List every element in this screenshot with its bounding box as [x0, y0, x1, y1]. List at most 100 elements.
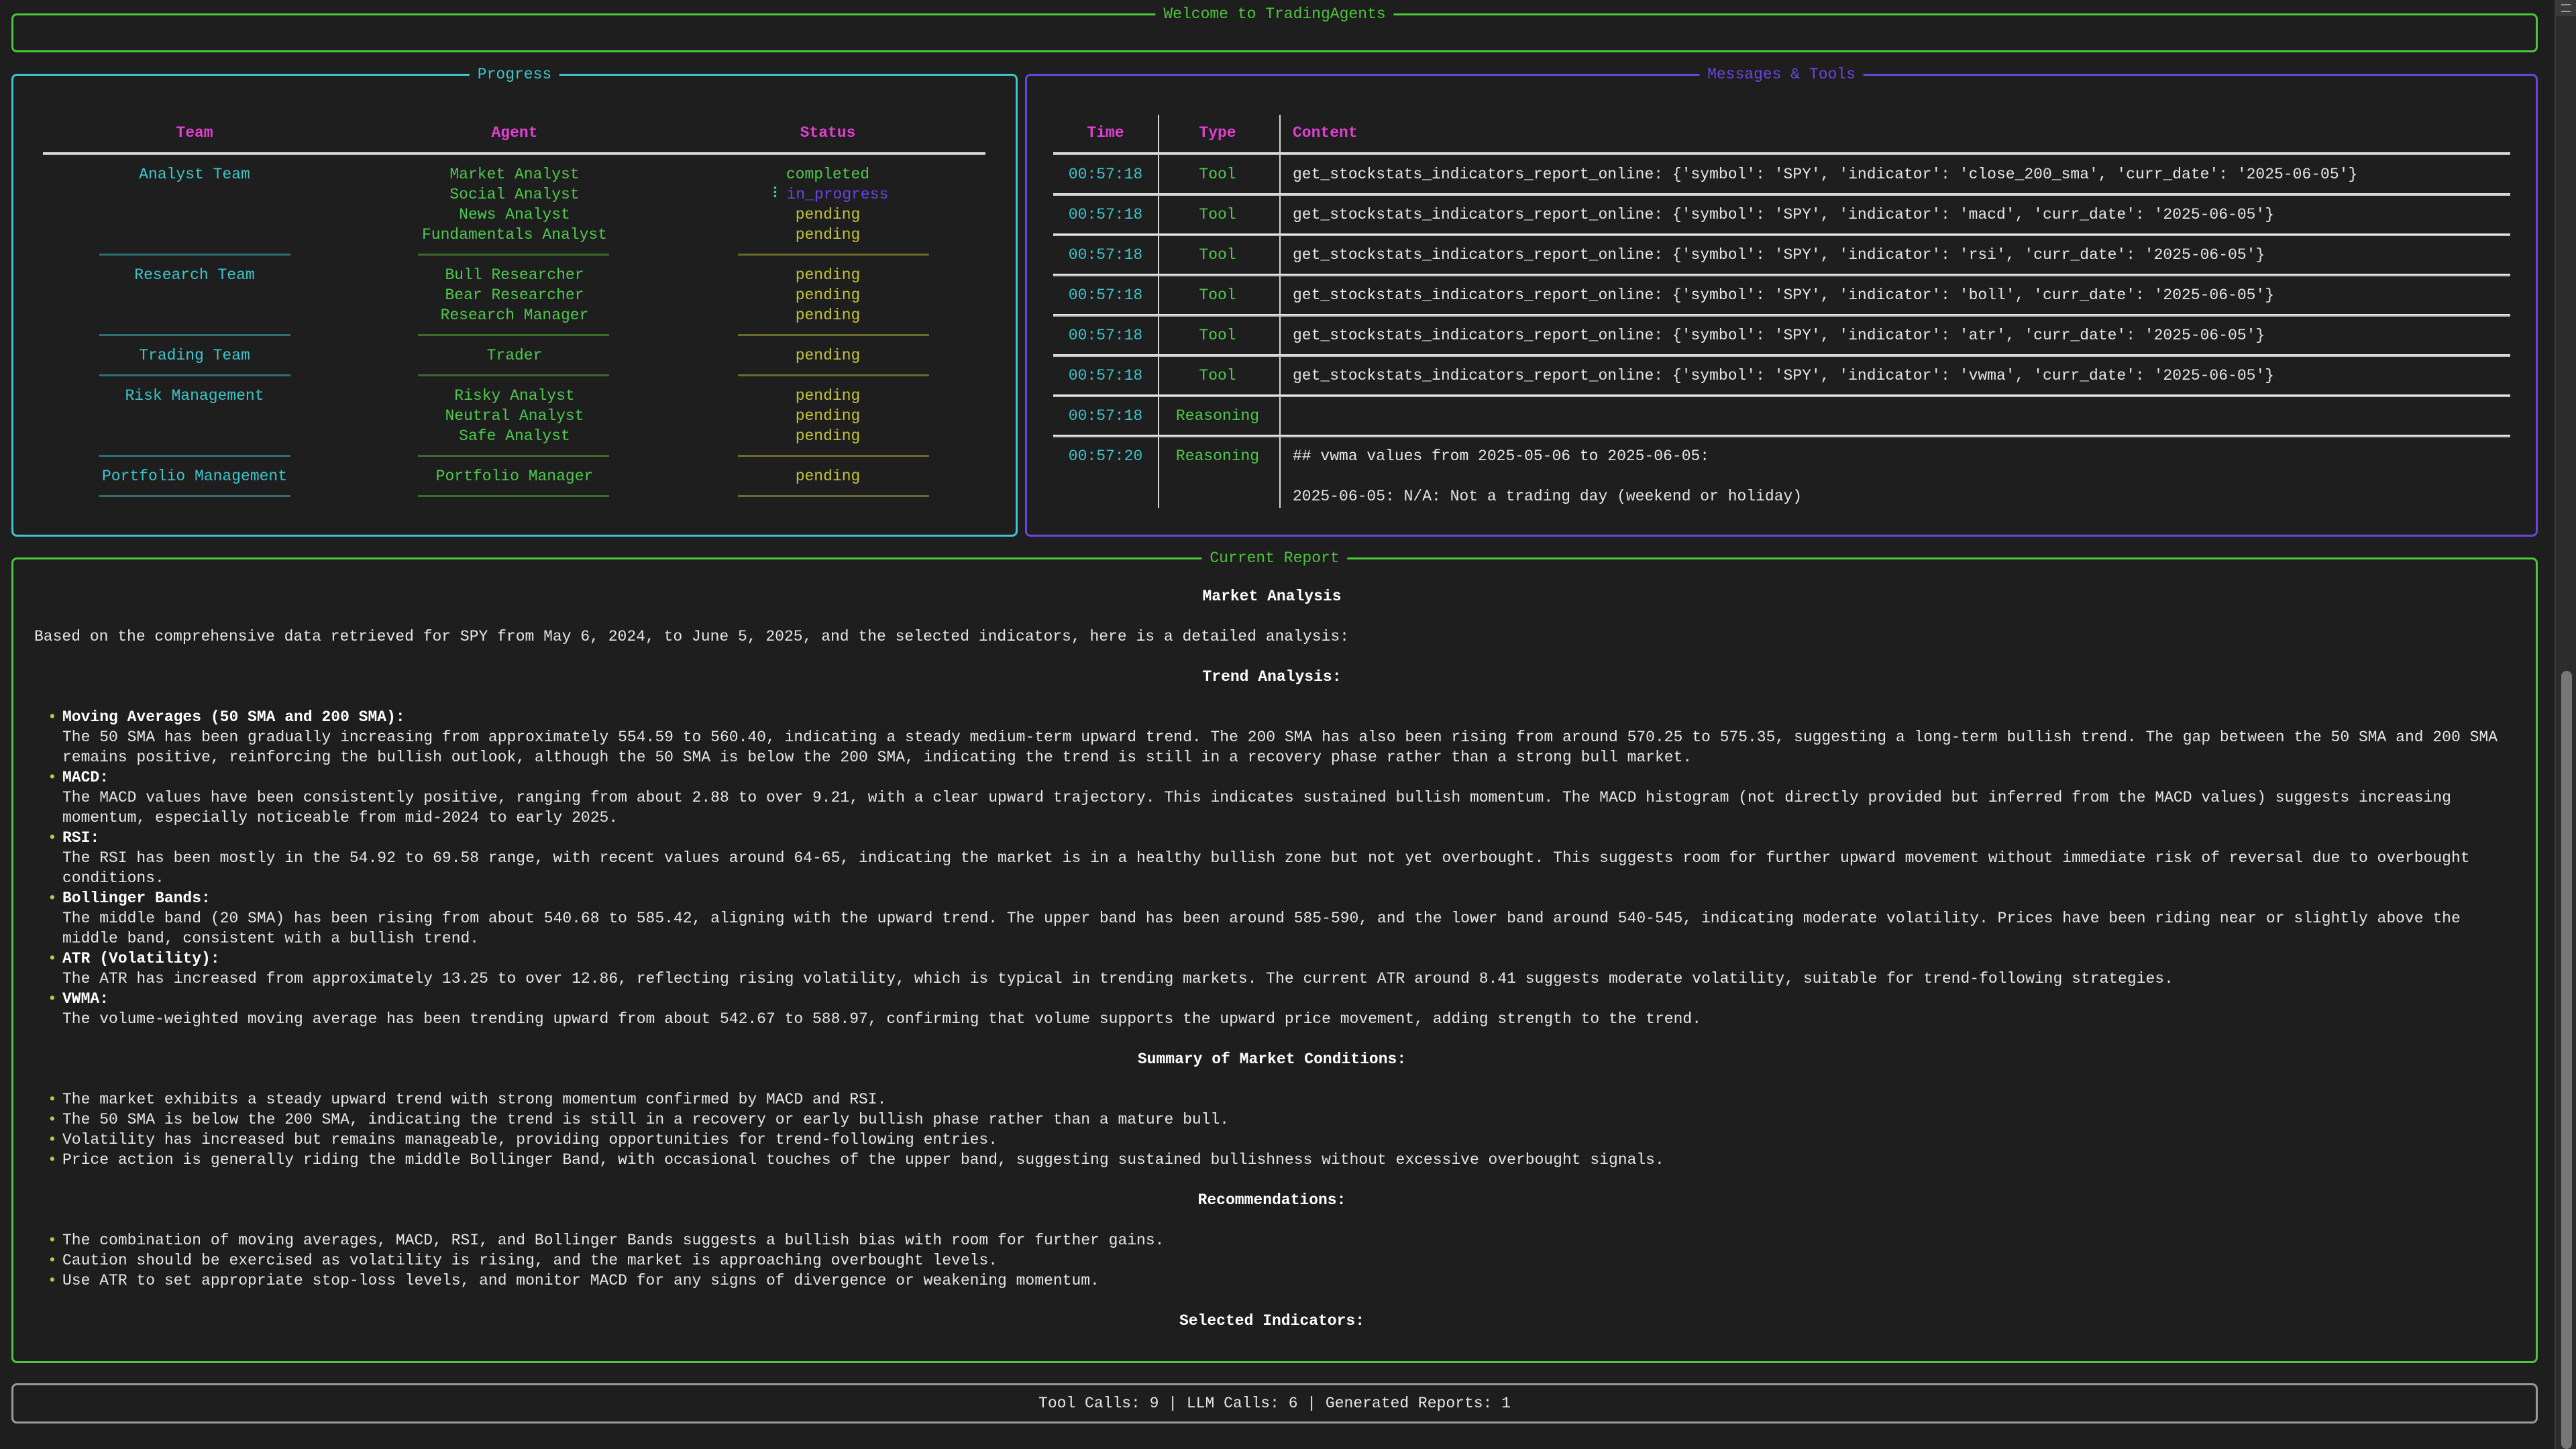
team-separator: [99, 374, 290, 376]
summary-list: • The market exhibits a steady upward tre…: [34, 1089, 2510, 1170]
column-header-type: Type: [1199, 124, 1236, 142]
recommendation-item-text: Caution should be exercised as volatilit…: [62, 1252, 998, 1269]
column-divider: [1279, 115, 1281, 508]
summary-item-text: The 50 SMA is below the 200 SMA, indicat…: [62, 1111, 1230, 1128]
progress-title: Progress: [469, 64, 560, 85]
menu-icon[interactable]: [2556, 0, 2576, 16]
recommendations-list: • The combination of moving averages, MAC…: [34, 1230, 2510, 1291]
agent-status: pending: [796, 466, 861, 486]
team-separator: [99, 455, 290, 457]
summary-item-text: The market exhibits a steady upward tren…: [62, 1091, 887, 1108]
message-type: Tool: [1199, 327, 1236, 344]
agent-status: pending: [796, 305, 861, 325]
footer-stats: Tool Calls: 9 | LLM Calls: 6 | Generated…: [1038, 1395, 1511, 1412]
trend-item-label: MACD:: [62, 769, 109, 786]
message-content: get_stockstats_indicators_report_online:…: [1293, 166, 2358, 183]
agent-separator: [418, 455, 609, 457]
status-separator: [738, 334, 929, 336]
column-header-agent: Agent: [491, 124, 538, 142]
summary-item-text: Price action is generally riding the mid…: [62, 1151, 1664, 1169]
column-header-team: Team: [176, 124, 213, 142]
status-text: pending: [795, 206, 861, 223]
agent-status: completed: [786, 164, 869, 184]
agent-status: ⠸ in_progress: [767, 184, 889, 205]
status-text: pending: [795, 407, 861, 425]
message-time: 00:57:18: [1068, 407, 1143, 425]
bullet-icon: •: [48, 990, 57, 1008]
team-name: Research Team: [134, 266, 255, 284]
agent-status: pending: [796, 426, 861, 446]
agent-status: pending: [796, 205, 861, 225]
status-text: pending: [795, 266, 861, 284]
status-text: pending: [795, 307, 861, 324]
recommendation-item: • The combination of moving averages, MAC…: [34, 1230, 2510, 1250]
header-rule: [43, 152, 985, 155]
status-separator: [738, 495, 929, 497]
team-name: Analyst Team: [139, 166, 250, 183]
agent-separator: [418, 334, 609, 336]
row-rule: [1053, 354, 2510, 357]
summary-item: • The 50 SMA is below the 200 SMA, indica…: [34, 1110, 2510, 1130]
bullet-icon: •: [48, 1232, 57, 1249]
agent-status: pending: [796, 386, 861, 406]
bullet-icon: •: [48, 1151, 57, 1169]
bullet-icon: •: [48, 708, 57, 726]
report-title: Current Report: [1201, 548, 1348, 568]
trend-item: • Moving Averages (50 SMA and 200 SMA): Th…: [34, 707, 2510, 767]
message-content: get_stockstats_indicators_report_online:…: [1293, 286, 2275, 304]
message-content: 2025-06-05: N/A: Not a trading day (week…: [1293, 488, 1803, 505]
message-type: Tool: [1199, 246, 1236, 264]
message-type: Tool: [1199, 286, 1236, 304]
agent-status: pending: [796, 265, 861, 285]
report-intro: Based on the comprehensive data retrieve…: [34, 628, 1349, 645]
trend-item-text: The ATR has increased from approximately…: [62, 970, 2174, 987]
progress-panel: Progress: [11, 64, 1018, 537]
welcome-title: Welcome to TradingAgents: [1155, 4, 1394, 24]
row-rule: [1053, 435, 2510, 437]
bullet-icon: •: [48, 950, 57, 967]
message-type: Tool: [1199, 206, 1236, 223]
column-divider: [1158, 115, 1159, 508]
recommendation-item-text: The combination of moving averages, MACD…: [62, 1232, 1165, 1249]
message-content: get_stockstats_indicators_report_online:…: [1293, 246, 2265, 264]
trend-item-label: VWMA:: [62, 990, 109, 1008]
scrollbar[interactable]: [2555, 0, 2576, 1449]
status-separator: [738, 374, 929, 376]
message-time: 00:57:18: [1068, 246, 1143, 264]
column-header-status: Status: [800, 124, 856, 142]
agent-name: Safe Analyst: [459, 427, 570, 445]
team-name: Risk Management: [125, 387, 264, 405]
trend-heading: Trend Analysis:: [1202, 668, 1342, 686]
bullet-icon: •: [48, 1091, 57, 1108]
summary-item-text: Volatility has increased but remains man…: [62, 1131, 998, 1148]
agent-name: Bull Researcher: [445, 266, 584, 284]
report-body: Market Analysis Based on the comprehensi…: [34, 586, 2510, 1331]
message-content: get_stockstats_indicators_report_online:…: [1293, 206, 2275, 223]
report-panel[interactable]: Current Report: [11, 548, 2538, 1363]
trend-list: • Moving Averages (50 SMA and 200 SMA): Th…: [34, 707, 2510, 1029]
trend-item: • ATR (Volatility): The ATR has increased …: [34, 949, 2510, 989]
agent-status: pending: [796, 285, 861, 305]
recommendation-item: • Use ATR to set appropriate stop-loss le…: [34, 1271, 2510, 1291]
message-time: 00:57:18: [1068, 166, 1143, 183]
agent-name: Research Manager: [440, 307, 589, 324]
recommendation-item-text: Use ATR to set appropriate stop-loss lev…: [62, 1272, 1099, 1289]
trend-item-label: Moving Averages (50 SMA and 200 SMA):: [62, 708, 405, 726]
trend-item-text: The volume-weighted moving average has b…: [62, 1010, 1701, 1028]
message-time: 00:57:18: [1068, 327, 1143, 344]
agent-name: Market Analyst: [449, 166, 580, 183]
row-rule: [1053, 314, 2510, 317]
summary-heading: Summary of Market Conditions:: [1137, 1051, 1407, 1068]
bullet-icon: •: [48, 1131, 57, 1148]
trend-item: • RSI: The RSI has been mostly in the 54.9…: [34, 828, 2510, 888]
agent-name: Neutral Analyst: [445, 407, 584, 425]
scrollbar-thumb[interactable]: [2561, 671, 2572, 1449]
trend-item-label: RSI:: [62, 829, 100, 847]
team-name: Portfolio Management: [101, 468, 288, 485]
summary-item: • Volatility has increased but remains ma…: [34, 1130, 2510, 1150]
summary-item: • Price action is generally riding the mi…: [34, 1150, 2510, 1170]
message-content: ## vwma values from 2025-05-06 to 2025-0…: [1293, 447, 1710, 465]
messages-panel: Messages & Tools: [1025, 64, 2538, 537]
agent-separator: [418, 495, 609, 497]
status-text: pending: [795, 286, 861, 304]
